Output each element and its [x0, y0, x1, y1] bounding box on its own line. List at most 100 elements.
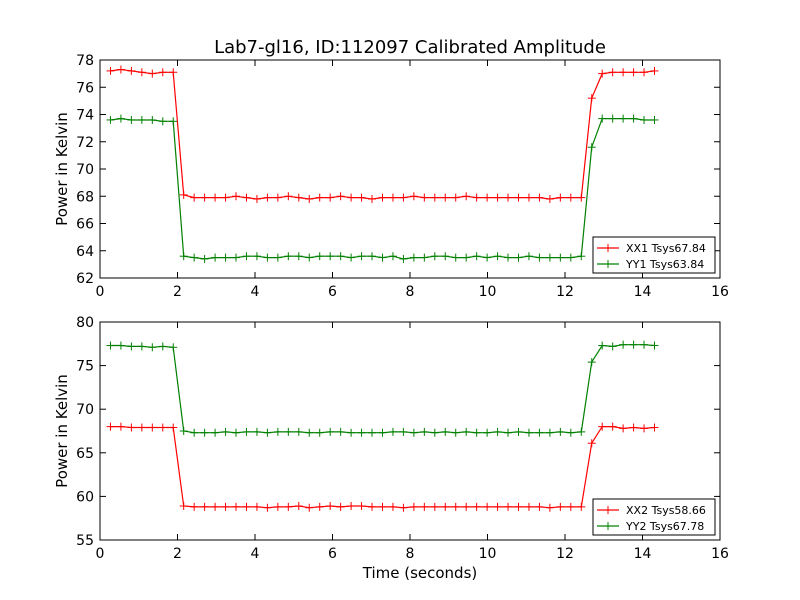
data-point: [116, 65, 125, 74]
data-point: [619, 424, 628, 433]
data-point: [127, 342, 136, 351]
data-point: [451, 502, 460, 511]
data-point: [619, 340, 628, 349]
data-point: [378, 502, 387, 511]
data-point: [368, 252, 377, 261]
data-point: [273, 502, 282, 511]
data-point: [200, 193, 209, 202]
data-point: [619, 68, 628, 77]
x-tick-label: 2: [173, 284, 182, 300]
data-point: [200, 254, 209, 263]
data-point: [493, 502, 502, 511]
legend-item: XX2 Tsys58.66: [597, 504, 706, 517]
data-point: [587, 439, 596, 448]
data-point: [566, 428, 575, 437]
data-point: [326, 193, 335, 202]
data-point: [441, 427, 450, 436]
x-tick-label: 0: [96, 284, 105, 300]
data-point: [619, 114, 628, 123]
data-point: [305, 503, 314, 512]
data-point: [357, 252, 366, 261]
data-point: [357, 193, 366, 202]
data-point: [493, 427, 502, 436]
data-point: [137, 115, 146, 124]
data-point: [577, 252, 586, 261]
data-point: [504, 193, 513, 202]
data-point: [284, 192, 293, 201]
data-point: [127, 66, 136, 75]
data-point: [441, 193, 450, 202]
data-point: [409, 192, 418, 201]
data-point: [263, 193, 272, 202]
x-axis-label: Time (seconds): [362, 564, 478, 582]
x-tick-label: 10: [479, 546, 497, 562]
data-point: [336, 192, 345, 201]
data-point: [577, 427, 586, 436]
data-point: [472, 193, 481, 202]
data-point: [524, 193, 533, 202]
data-point: [420, 193, 429, 202]
data-point: [462, 192, 471, 201]
data-point: [252, 427, 261, 436]
data-point: [556, 427, 565, 436]
data-point: [524, 428, 533, 437]
data-point: [451, 193, 460, 202]
data-point: [608, 114, 617, 123]
x-tick-label: 14: [634, 284, 652, 300]
data-point: [566, 253, 575, 262]
data-point: [273, 427, 282, 436]
y-tick-label: 74: [76, 108, 94, 124]
data-point: [169, 423, 178, 432]
legend-item: XX1 Tsys67.84: [597, 242, 706, 255]
data-point: [598, 114, 607, 123]
data-point: [284, 502, 293, 511]
data-point: [116, 114, 125, 123]
data-point: [409, 428, 418, 437]
data-point: [211, 253, 220, 262]
data-point: [158, 117, 167, 126]
y-tick-label: 75: [76, 359, 94, 375]
data-point: [451, 428, 460, 437]
data-point: [106, 115, 115, 124]
data-point: [106, 66, 115, 75]
data-point: [232, 502, 241, 511]
data-point: [514, 502, 523, 511]
data-point: [179, 427, 188, 435]
data-point: [388, 427, 397, 436]
data-point: [430, 502, 439, 511]
series-2: [106, 114, 659, 263]
data-point: [190, 428, 199, 437]
data-point: [242, 502, 251, 511]
data-point: [640, 115, 649, 124]
data-point: [598, 422, 607, 431]
data-point: [650, 66, 659, 75]
data-point: [252, 252, 261, 261]
data-point: [420, 502, 429, 511]
data-point: [242, 427, 251, 436]
data-point: [273, 253, 282, 262]
data-point: [545, 428, 554, 437]
legend: XX1 Tsys67.84 YY1 Tsys63.84: [592, 236, 716, 274]
x-tick-label: 4: [251, 284, 260, 300]
data-point: [409, 502, 418, 511]
figure-title: Lab7-gl16, ID:112097 Calibrated Amplitud…: [214, 37, 606, 58]
x-tick-label: 0: [96, 546, 105, 562]
data-point: [629, 340, 638, 349]
data-point: [587, 143, 596, 152]
data-point: [368, 502, 377, 511]
data-point: [116, 422, 125, 431]
data-point: [535, 428, 544, 437]
series-2: [106, 340, 659, 437]
data-point: [493, 193, 502, 202]
data-point: [640, 340, 649, 349]
data-point: [221, 253, 230, 262]
data-point: [545, 194, 554, 203]
data-point: [336, 427, 345, 436]
data-point: [357, 501, 366, 510]
data-point: [326, 427, 335, 436]
data-point: [504, 428, 513, 437]
data-point: [472, 502, 481, 511]
data-point: [106, 422, 115, 431]
